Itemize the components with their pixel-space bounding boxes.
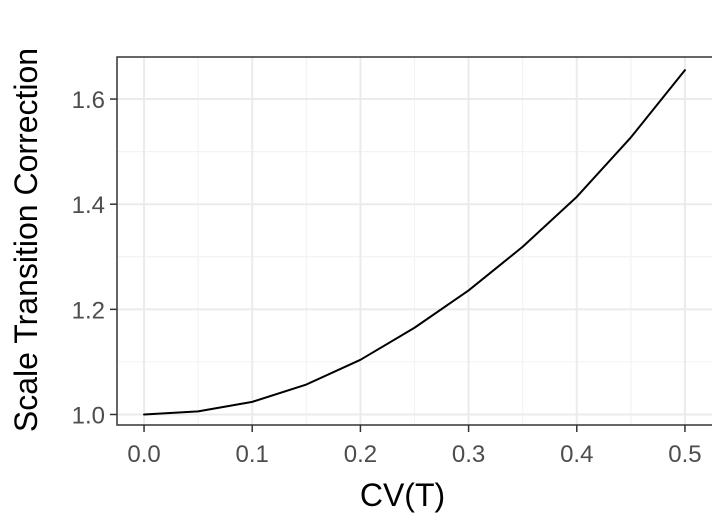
series-layer (143, 69, 686, 416)
x-tick-label: 0.5 (668, 441, 701, 468)
y-axis: 1.0 1.2 1.4 1.6 (72, 87, 117, 429)
x-tick-label: 0.4 (560, 441, 593, 468)
x-tick-label: 0.1 (236, 441, 269, 468)
series-line (143, 69, 686, 416)
x-tick-label: 0.0 (127, 441, 160, 468)
panel-border (116, 56, 712, 426)
y-tick-label: 1.6 (72, 87, 105, 114)
y-tick-label: 1.0 (72, 402, 105, 429)
x-tick-label: 0.2 (344, 441, 377, 468)
grid-minor (117, 57, 712, 425)
x-axis-title: CV(T) (360, 477, 445, 513)
y-axis-title: Scale Transition Correction (8, 48, 44, 432)
y-tick-label: 1.2 (72, 297, 105, 324)
y-tick-label: 1.4 (72, 192, 105, 219)
x-tick-label: 0.3 (452, 441, 485, 468)
grid-major (117, 57, 712, 425)
x-axis: 0.0 0.1 0.2 0.3 0.4 0.5 (127, 425, 702, 468)
